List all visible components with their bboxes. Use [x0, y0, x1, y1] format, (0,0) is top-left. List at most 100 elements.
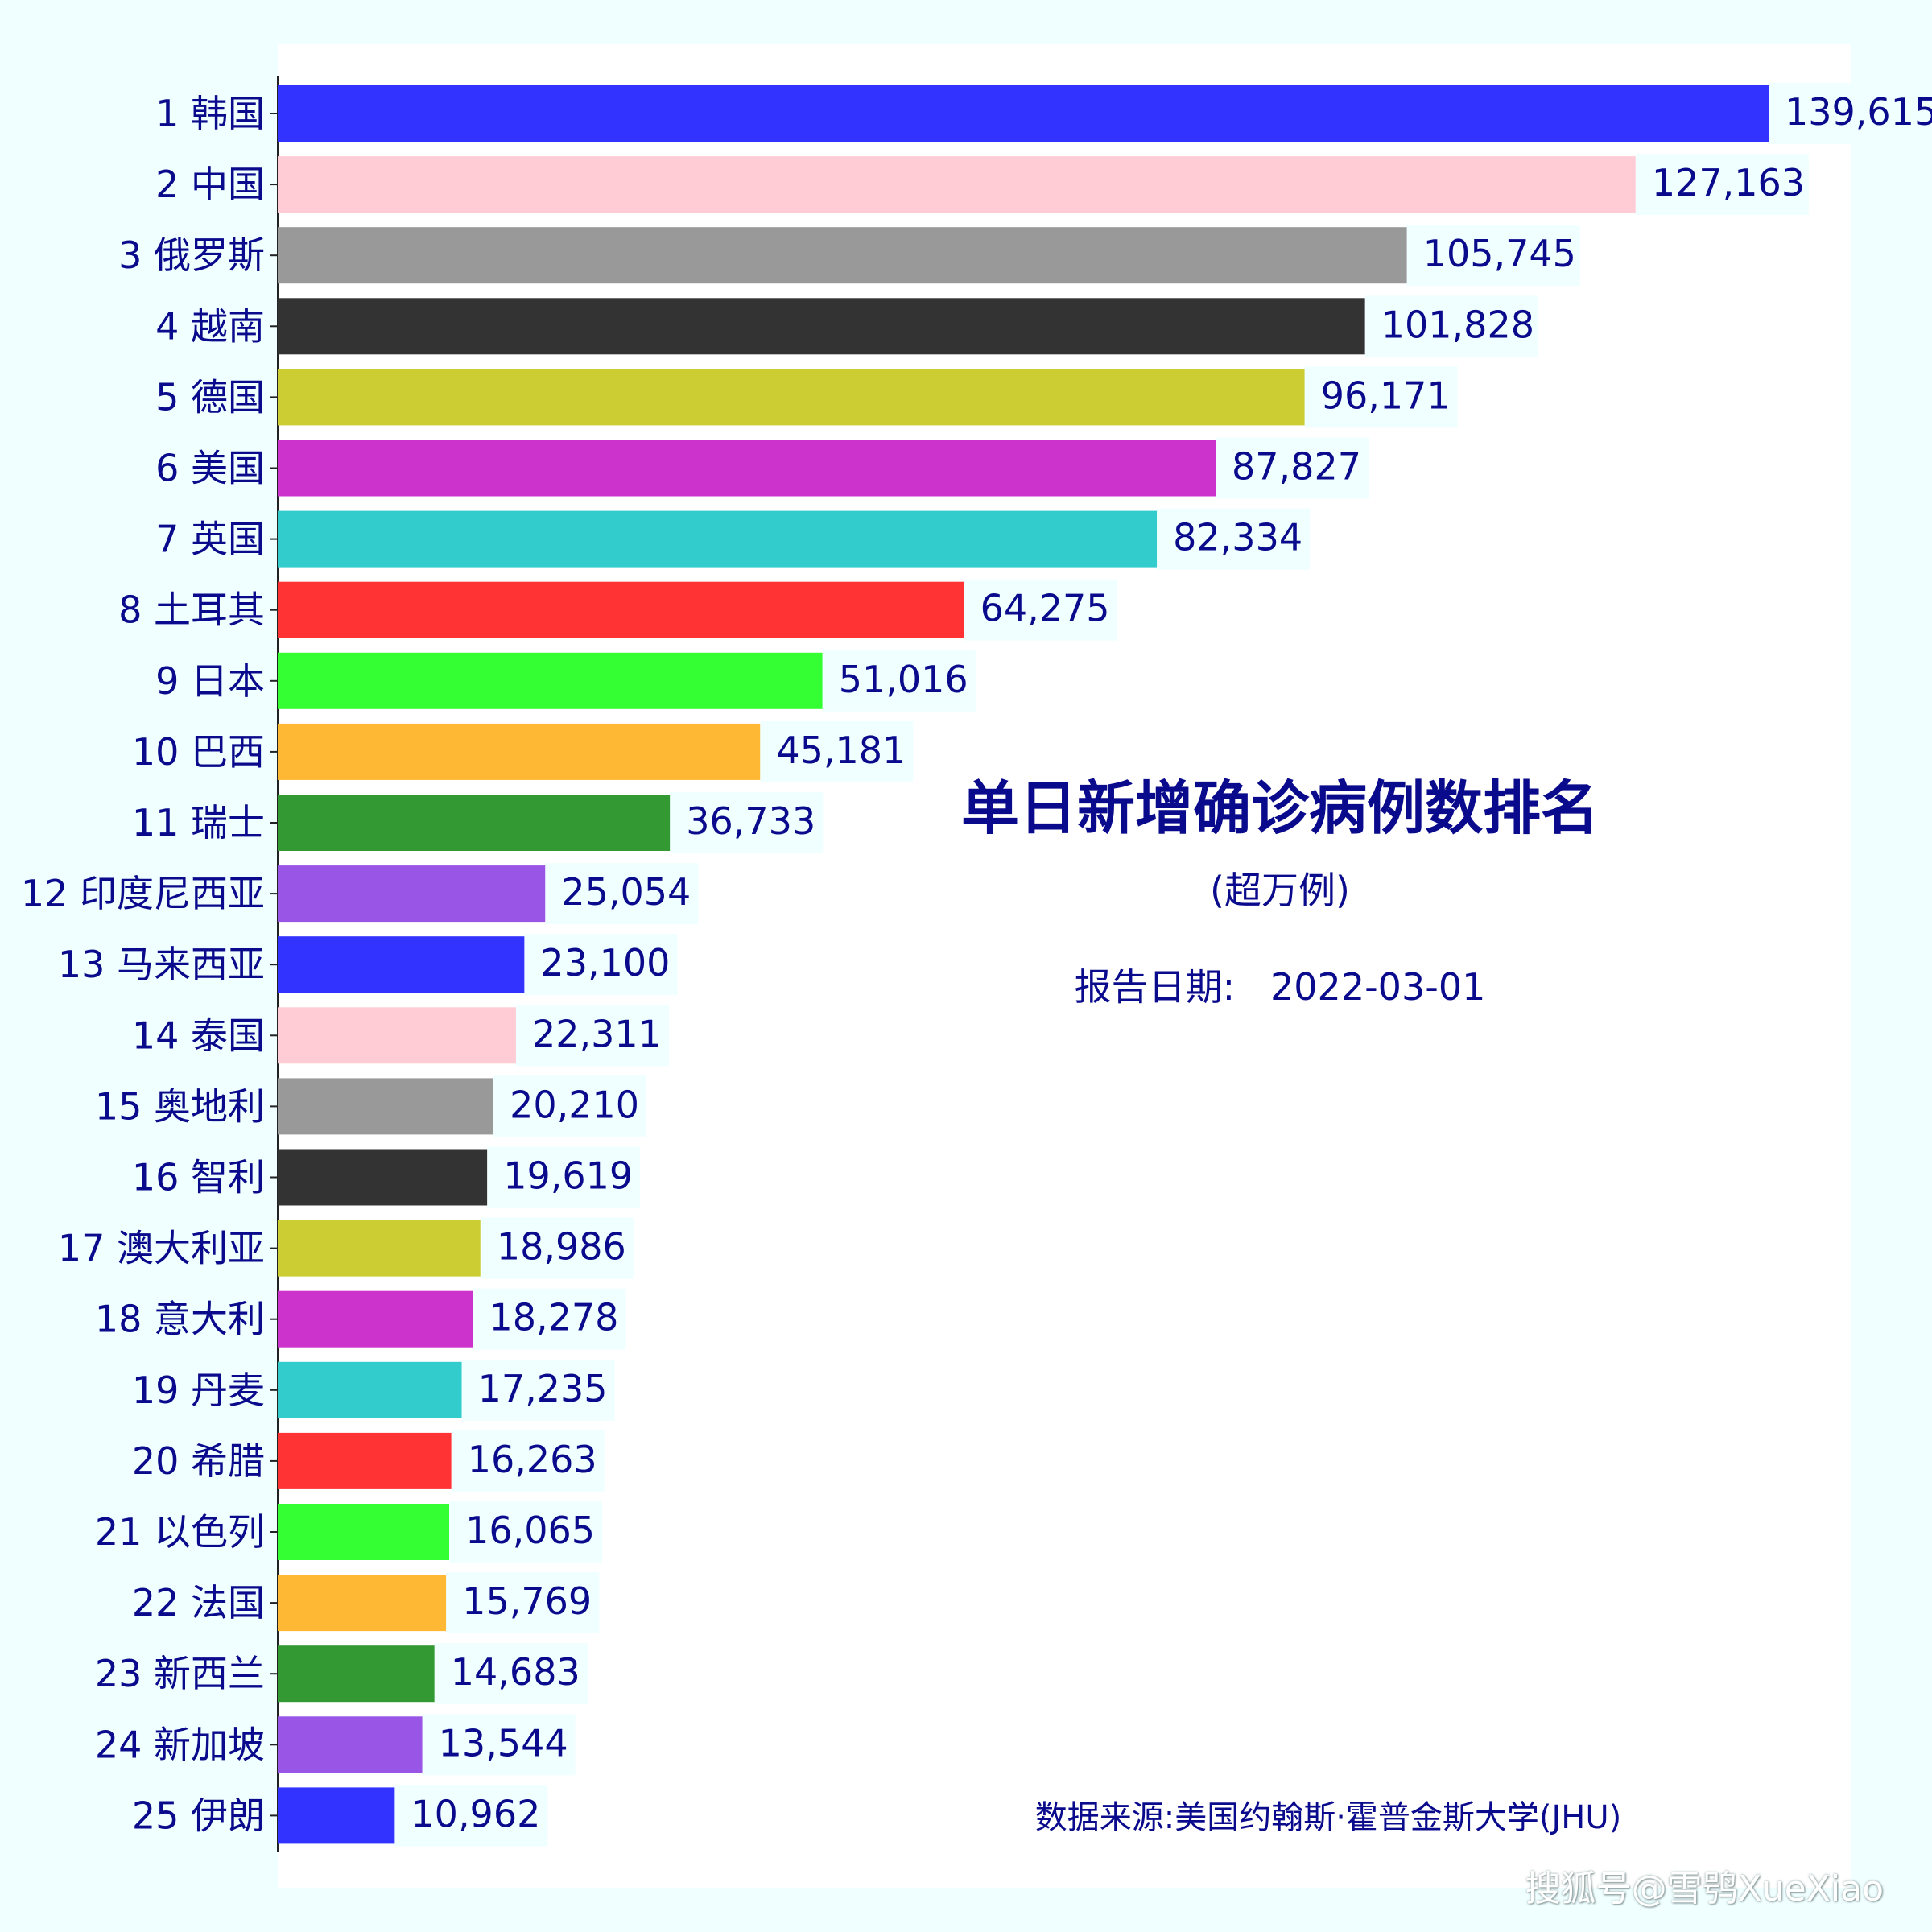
- value-label: 23,100: [540, 941, 670, 985]
- category-label: 1 韩国: [155, 92, 265, 135]
- value-label-bg: [487, 1146, 641, 1208]
- value-label-bg: [473, 1288, 626, 1350]
- bar-5: [278, 369, 1305, 426]
- bars-group: 1 韩国 139,615 2 中国 127,163 3 俄罗斯 105,745 4 越南 10…: [21, 83, 1932, 1847]
- value-label-bg: [1406, 225, 1580, 287]
- value-label-bg: [394, 1785, 548, 1847]
- value-label-bg: [1216, 437, 1369, 499]
- category-label: 7 英国: [155, 518, 265, 561]
- bar-20: [278, 1432, 452, 1489]
- value-label: 51,016: [839, 658, 968, 701]
- bar-11: [278, 795, 671, 851]
- report-date: 报告日期: 2022-03-01: [869, 958, 1690, 1011]
- value-label-bg: [422, 1714, 576, 1776]
- bar-15: [278, 1078, 494, 1135]
- value-label-bg: [1364, 295, 1538, 357]
- category-label: 23 新西兰: [95, 1652, 265, 1695]
- value-label-bg: [493, 1075, 647, 1137]
- bar-1: [278, 85, 1769, 142]
- value-label-bg: [480, 1217, 634, 1279]
- watermark: 搜狐号@雪鸮XueXiao: [1525, 1868, 1884, 1909]
- category-label: 20 希腊: [132, 1439, 265, 1483]
- category-label: 3 俄罗斯: [118, 233, 265, 277]
- category-label: 25 伊朗: [132, 1794, 265, 1837]
- bar-22: [278, 1575, 447, 1632]
- value-label-bg: [1769, 83, 1932, 144]
- value-label: 16,263: [468, 1438, 597, 1481]
- value-label-bg: [1304, 366, 1458, 428]
- bar-2: [278, 156, 1636, 213]
- bar-25: [278, 1787, 395, 1844]
- category-label: 24 新加坡: [95, 1723, 265, 1766]
- bar-16: [278, 1149, 488, 1206]
- category-label: 12 印度尼西亚: [21, 872, 265, 915]
- category-label: 2 中国: [155, 163, 265, 206]
- chart-subtitle: (超万例): [1210, 869, 1350, 912]
- category-label: 13 马来西亚: [58, 943, 265, 986]
- category-label: 11 瑞士: [132, 801, 265, 844]
- chart-title: 单日新增确诊病例数排名: [960, 774, 1599, 842]
- bar-10: [278, 723, 761, 780]
- value-label: 17,235: [478, 1367, 608, 1410]
- value-label: 22,311: [532, 1012, 662, 1055]
- value-label-bg: [449, 1501, 603, 1563]
- category-label: 17 澳大利亚: [58, 1227, 265, 1270]
- value-label: 15,769: [462, 1579, 592, 1623]
- category-label: 9 日本: [155, 659, 265, 703]
- value-label-bg: [545, 863, 699, 925]
- category-label: 5 德国: [155, 375, 265, 419]
- value-label: 16,065: [465, 1509, 595, 1552]
- bar-24: [278, 1716, 423, 1773]
- category-label: 21 以色列: [95, 1510, 265, 1554]
- category-label: 16 智利: [132, 1156, 265, 1199]
- value-label-bg: [760, 720, 914, 782]
- bar-13: [278, 936, 525, 993]
- value-label: 45,181: [776, 729, 906, 772]
- category-label: 22 法国: [132, 1581, 265, 1624]
- value-label: 82,334: [1173, 516, 1302, 559]
- category-label: 14 泰国: [132, 1013, 265, 1057]
- value-label: 127,163: [1652, 161, 1805, 204]
- value-label-bg: [461, 1359, 615, 1421]
- value-label: 20,210: [510, 1083, 639, 1126]
- report-date-value: 2022-03-01: [1270, 965, 1486, 1009]
- category-label: 15 奥地利: [95, 1084, 265, 1128]
- value-label: 25,054: [561, 870, 691, 914]
- category-label: 4 越南: [155, 304, 265, 348]
- category-label: 19 丹麦: [132, 1368, 265, 1412]
- value-label: 96,171: [1321, 374, 1451, 417]
- value-label: 18,986: [497, 1225, 626, 1269]
- value-label-bg: [964, 579, 1117, 641]
- bar-19: [278, 1361, 462, 1418]
- category-label: 18 意大利: [95, 1298, 265, 1341]
- bar-3: [278, 227, 1407, 284]
- value-label-bg: [670, 792, 824, 853]
- category-label: 10 巴西: [132, 730, 265, 774]
- value-label: 36,733: [686, 799, 815, 843]
- value-label-bg: [1157, 508, 1311, 570]
- category-label: 8 土耳其: [118, 588, 265, 632]
- bar-7: [278, 510, 1158, 568]
- bar-8: [278, 581, 964, 638]
- category-label: 6 美国: [155, 447, 265, 490]
- bar-17: [278, 1220, 481, 1277]
- bar-12: [278, 865, 546, 923]
- value-label: 19,619: [503, 1154, 633, 1198]
- value-label: 139,615: [1785, 90, 1932, 134]
- bar-14: [278, 1007, 516, 1064]
- value-label-bg: [524, 934, 678, 996]
- value-label: 13,544: [439, 1721, 568, 1765]
- bar-9: [278, 652, 823, 709]
- value-label: 64,275: [980, 587, 1110, 630]
- value-label-bg: [515, 1005, 669, 1067]
- value-label: 87,827: [1232, 445, 1361, 489]
- report-date-label: 报告日期:: [1074, 965, 1236, 1009]
- bar-6: [278, 440, 1216, 497]
- value-label-bg: [446, 1572, 600, 1634]
- bar-23: [278, 1645, 435, 1703]
- value-label: 18,278: [489, 1296, 618, 1340]
- value-label: 14,683: [451, 1650, 580, 1694]
- source-note: 数据来源:美国约翰斯·霍普金斯大学(JHU): [1034, 1799, 1622, 1836]
- value-label-bg: [822, 650, 976, 712]
